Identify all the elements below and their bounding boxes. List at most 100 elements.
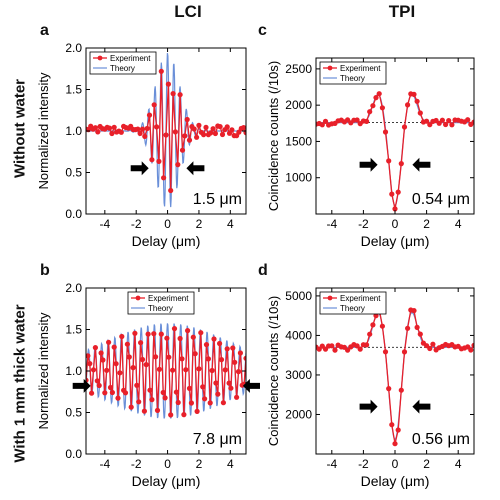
experiment-point xyxy=(181,412,187,418)
experiment-point xyxy=(198,330,204,336)
y-tick-label: 5000 xyxy=(285,289,312,303)
experiment-point xyxy=(171,326,178,332)
experiment-point xyxy=(395,427,401,433)
x-tick-label: 2 xyxy=(423,457,430,471)
experiment-point xyxy=(139,126,146,132)
chart-panel-a: -4 -2 0 2 4 0.0 0.5 1.0 1.5 2.0 Delay (μm) Normaliz… xyxy=(36,41,247,249)
x-tick-label: 0 xyxy=(164,217,171,231)
experiment-point xyxy=(113,361,119,367)
experiment-point xyxy=(158,331,164,337)
experiment-point xyxy=(427,122,433,128)
x-axis-label: Delay (μm) xyxy=(132,233,201,249)
experiment-point xyxy=(134,382,140,388)
experiment-point xyxy=(414,98,420,104)
x-tick-label: 4 xyxy=(227,217,234,231)
y-tick-label: 0.0 xyxy=(65,207,82,221)
experiment-point xyxy=(212,130,218,137)
theory-line xyxy=(316,93,474,207)
panel-label-c: c xyxy=(258,22,267,39)
x-tick-label: -2 xyxy=(358,217,369,231)
experiment-point xyxy=(196,366,202,372)
experiment-point xyxy=(230,345,236,351)
experiment-point xyxy=(229,127,235,133)
experiment-point xyxy=(226,380,232,386)
experiment-point xyxy=(175,162,181,168)
y-tick-label: 1.5 xyxy=(65,83,82,97)
experiment-point xyxy=(210,126,216,132)
experiment-point xyxy=(143,362,149,368)
y-axis-label: Coincidence counts (/10s) xyxy=(266,296,281,446)
experiment-point xyxy=(151,102,157,108)
experiment-point xyxy=(354,343,360,349)
experiment-point xyxy=(332,347,338,353)
experiment-point xyxy=(237,350,243,356)
experiment-point xyxy=(398,161,404,167)
experiment-point xyxy=(96,382,102,389)
experiment-point xyxy=(411,308,417,314)
experiment-point xyxy=(443,121,449,128)
experiment-point xyxy=(217,124,223,130)
legend-experiment-label: Experiment xyxy=(110,54,151,63)
plot-area xyxy=(316,306,474,447)
experiment-point xyxy=(153,354,159,360)
y-tick-label: 1.0 xyxy=(65,364,82,378)
y-axis-label: Coincidence counts (/10s) xyxy=(266,61,281,211)
experiment-point xyxy=(137,130,143,136)
width-annotation: 0.54 μm xyxy=(412,191,470,208)
experiment-point xyxy=(203,342,210,348)
experiment-point xyxy=(235,369,242,375)
experiment-point xyxy=(379,105,385,111)
legend-experiment-label: Experiment xyxy=(340,64,381,73)
experiment-point xyxy=(213,380,219,386)
experiment-point xyxy=(401,124,408,130)
experiment-point xyxy=(370,322,376,328)
y-tick-label: 0.5 xyxy=(65,166,82,180)
experiment-point xyxy=(87,361,93,367)
experiment-point xyxy=(220,400,226,406)
experiment-point xyxy=(427,345,433,352)
experiment-point xyxy=(119,333,125,340)
x-tick-label: 2 xyxy=(196,217,203,231)
experiment-point xyxy=(179,147,186,153)
legend-experiment-label: Experiment xyxy=(340,294,381,303)
experiment-point xyxy=(149,397,155,403)
plot-area xyxy=(86,323,246,419)
width-annotation: 7.8 μm xyxy=(193,431,242,448)
experiment-point xyxy=(102,390,108,396)
fwhm-arrow xyxy=(242,378,260,393)
experiment-point xyxy=(395,189,401,195)
x-tick-label: 4 xyxy=(455,217,462,231)
experiment-point xyxy=(166,354,172,360)
experiment-point xyxy=(417,331,423,337)
experiment-point xyxy=(228,385,234,391)
experiment-point xyxy=(382,129,389,135)
experiment-point xyxy=(471,342,474,348)
experiment-point xyxy=(194,408,200,414)
y-tick-label: 1500 xyxy=(285,134,312,148)
experiment-point xyxy=(118,129,124,135)
experiment-point xyxy=(92,125,98,131)
y-tick-label: 2000 xyxy=(285,98,312,112)
y-axis-label: Normalized intensity xyxy=(36,72,51,190)
experiment-point xyxy=(98,350,104,356)
experiment-point xyxy=(161,175,167,181)
experiment-point xyxy=(222,367,228,373)
experiment-point xyxy=(405,325,411,331)
experiment-point xyxy=(92,345,98,351)
experiment-point xyxy=(209,367,215,374)
experiment-point xyxy=(376,91,382,97)
fwhm-arrow xyxy=(130,161,149,176)
experiment-point xyxy=(142,133,148,139)
x-axis-label: Delay (μm) xyxy=(361,233,430,249)
experiment-point xyxy=(386,386,392,392)
experiment-point xyxy=(190,334,196,340)
experiment-point xyxy=(135,126,141,132)
experiment-point xyxy=(124,341,130,347)
experiment-point xyxy=(145,331,151,337)
experiment-point xyxy=(158,68,164,74)
experiment-point xyxy=(367,331,373,337)
experiment-point xyxy=(218,357,225,363)
experiment-point xyxy=(109,130,115,137)
